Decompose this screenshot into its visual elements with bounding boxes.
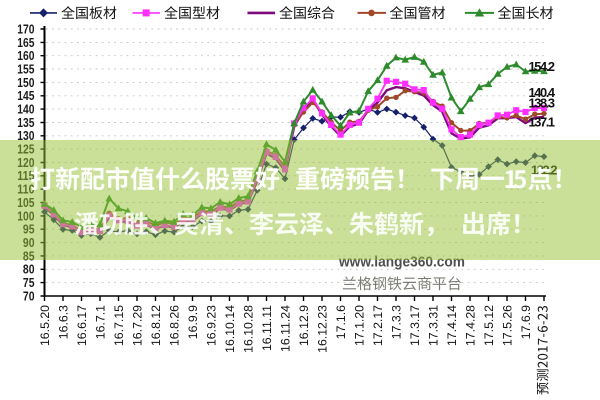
svg-text:16.10.14: 16.10.14	[223, 305, 237, 353]
svg-text:70: 70	[23, 289, 35, 303]
svg-text:17.6.9: 17.6.9	[519, 305, 533, 339]
svg-text:17.2.17: 17.2.17	[371, 305, 385, 346]
svg-text:145: 145	[17, 89, 34, 103]
svg-text:17.1.20: 17.1.20	[352, 305, 366, 346]
svg-text:80: 80	[23, 263, 35, 277]
svg-text:140: 140	[17, 103, 34, 117]
svg-text:17.1.6: 17.1.6	[334, 305, 348, 339]
svg-text:16.11.24: 16.11.24	[278, 305, 292, 352]
svg-text:130: 130	[17, 129, 34, 143]
svg-text:16.11.11: 16.11.11	[260, 305, 274, 351]
svg-text:16.9.23: 16.9.23	[204, 305, 218, 346]
svg-text:17.3.31: 17.3.31	[426, 305, 440, 346]
svg-text:16.10.28: 16.10.28	[241, 305, 255, 353]
svg-text:140.4: 140.4	[529, 85, 556, 100]
svg-text:16.5.20: 16.5.20	[38, 305, 52, 346]
svg-text:155: 155	[17, 63, 34, 77]
svg-text:16.12.23: 16.12.23	[315, 305, 329, 353]
svg-text:135: 135	[17, 116, 34, 130]
svg-text:16.12.9: 16.12.9	[297, 305, 311, 346]
svg-text:150: 150	[17, 76, 34, 90]
svg-text:16.7.1: 16.7.1	[93, 305, 107, 339]
svg-text:16.7.15: 16.7.15	[112, 305, 126, 346]
svg-text:165: 165	[17, 36, 34, 50]
svg-text:17.4.28: 17.4.28	[463, 305, 477, 346]
svg-text:170: 170	[17, 22, 34, 36]
svg-text:138.3: 138.3	[529, 96, 556, 111]
svg-text:17.3.3: 17.3.3	[389, 305, 403, 339]
svg-text:154.2: 154.2	[529, 59, 556, 74]
svg-text:16.6.3: 16.6.3	[56, 305, 70, 339]
svg-text:17.5.12: 17.5.12	[482, 305, 496, 346]
svg-text:16.8.26: 16.8.26	[167, 305, 181, 346]
svg-text:137.1: 137.1	[529, 115, 556, 130]
svg-text:75: 75	[23, 276, 35, 290]
svg-text:16.7.29: 16.7.29	[130, 305, 144, 346]
svg-text:16.6.17: 16.6.17	[75, 305, 89, 346]
svg-text:17.5.26: 17.5.26	[500, 305, 514, 346]
svg-text:160: 160	[17, 49, 34, 63]
svg-text:16.9.9: 16.9.9	[186, 305, 200, 339]
svg-text:17.4.14: 17.4.14	[445, 305, 459, 346]
svg-text:16.8.12: 16.8.12	[149, 305, 163, 346]
svg-text:17.3.17: 17.3.17	[408, 305, 422, 346]
